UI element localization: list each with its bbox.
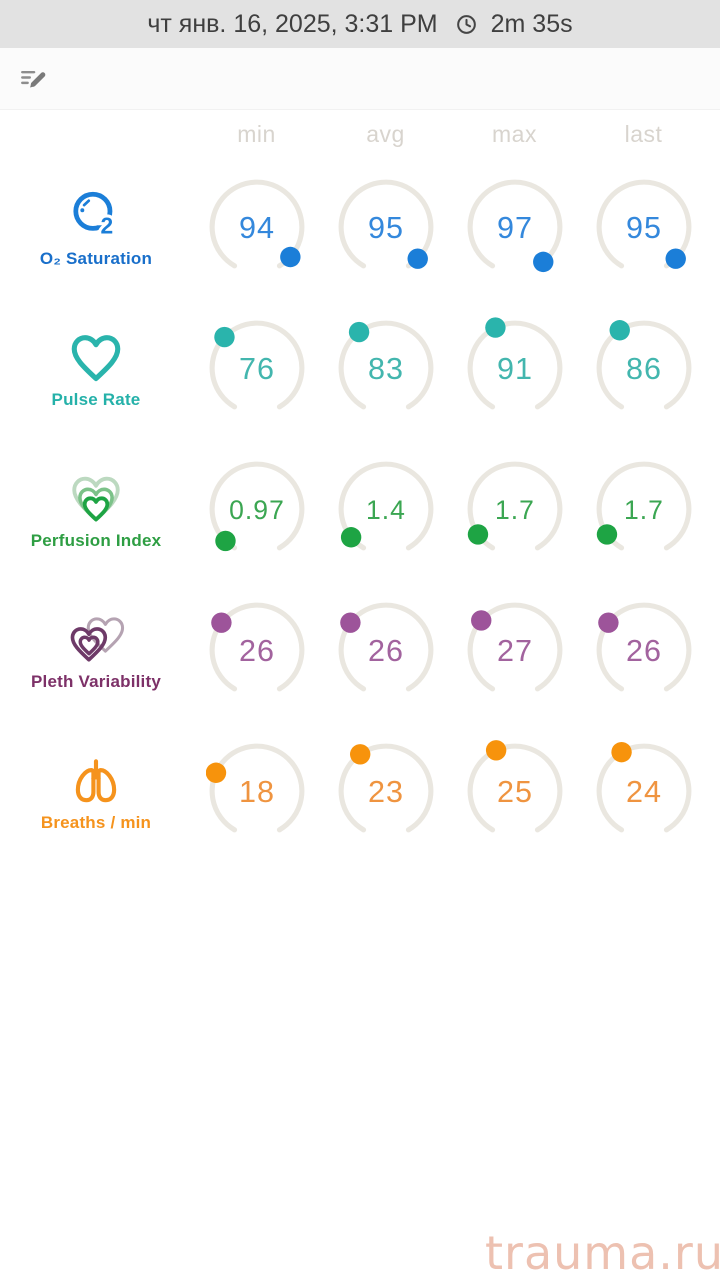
toolbar: [0, 48, 720, 110]
gauge-o2-saturation-max: 97: [450, 156, 579, 297]
svg-text:91: 91: [496, 352, 532, 386]
svg-text:27: 27: [496, 634, 532, 668]
clock-icon: [455, 13, 478, 36]
svg-text:97: 97: [496, 211, 532, 245]
metric-perfusion-index: Perfusion Index: [0, 466, 192, 551]
gauge-pleth-variability-max: 27: [450, 579, 579, 720]
svg-text:1.7: 1.7: [495, 495, 535, 525]
gauge-perfusion-index-max: 1.7: [450, 438, 579, 579]
svg-text:26: 26: [625, 634, 661, 668]
svg-text:18: 18: [238, 775, 274, 809]
svg-text:26: 26: [238, 634, 274, 668]
metric-row-perfusion-index: Perfusion Index 0.97 1.4 1.7 1.7: [0, 438, 720, 579]
gauge-perfusion-index-min: 0.97: [192, 438, 321, 579]
status-bar: чт янв. 16, 2025, 3:31 PM 2m 35s: [0, 0, 720, 48]
metric-row-pleth-variability: Pleth Variability 26 26 27 26: [0, 579, 720, 720]
gauge-o2-saturation-last: 95: [579, 156, 708, 297]
metric-pleth-variability: Pleth Variability: [0, 607, 192, 692]
gauge-pulse-rate-max: 91: [450, 297, 579, 438]
overlapping-hearts-icon: [67, 611, 125, 669]
column-header-avg: avg: [366, 120, 405, 147]
metric-row-pulse-rate: Pulse Rate 76 83 91 86: [0, 297, 720, 438]
metric-o2-saturation: 2 O₂ Saturation: [0, 184, 192, 269]
svg-text:24: 24: [625, 775, 661, 809]
o2-bubble-icon: 2: [67, 188, 125, 246]
gauge-pleth-variability-avg: 26: [321, 579, 450, 720]
svg-text:95: 95: [367, 211, 403, 245]
session-datetime: чт янв. 16, 2025, 3:31 PM: [147, 9, 438, 38]
svg-text:0.97: 0.97: [229, 495, 285, 525]
metric-label: Pleth Variability: [30, 672, 161, 691]
column-header-last: last: [624, 120, 663, 147]
gauge-o2-saturation-avg: 95: [321, 156, 450, 297]
svg-text:1.4: 1.4: [366, 495, 406, 525]
gauge-breaths-per-min-min: 18: [192, 720, 321, 861]
metric-breaths-per-min: Breaths / min: [0, 748, 192, 833]
svg-text:23: 23: [367, 775, 403, 809]
svg-text:76: 76: [238, 352, 274, 386]
svg-text:25: 25: [496, 775, 532, 809]
edit-note-button[interactable]: [16, 62, 50, 96]
svg-text:1.7: 1.7: [624, 495, 664, 525]
gauge-pulse-rate-last: 86: [579, 297, 708, 438]
gauge-perfusion-index-avg: 1.4: [321, 438, 450, 579]
edit-note-icon: [18, 62, 48, 95]
gauge-perfusion-index-last: 1.7: [579, 438, 708, 579]
heart-icon: [67, 329, 125, 387]
gauge-breaths-per-min-avg: 23: [321, 720, 450, 861]
gauge-pleth-variability-last: 26: [579, 579, 708, 720]
svg-text:26: 26: [367, 634, 403, 668]
gauge-breaths-per-min-max: 25: [450, 720, 579, 861]
column-header-row: min avg max last: [0, 112, 720, 156]
metric-label: Breaths / min: [40, 813, 152, 832]
metrics-grid: min avg max last 2 O₂ Saturation 94 95 9…: [0, 110, 720, 861]
gauge-breaths-per-min-last: 24: [579, 720, 708, 861]
column-header-min: min: [237, 120, 276, 147]
session-duration: 2m 35s: [490, 9, 573, 38]
gauge-pulse-rate-min: 76: [192, 297, 321, 438]
metric-label: Pulse Rate: [51, 390, 141, 409]
svg-text:2: 2: [101, 213, 114, 239]
lungs-icon: [67, 752, 125, 810]
nested-hearts-icon: [67, 470, 125, 528]
gauge-o2-saturation-min: 94: [192, 156, 321, 297]
svg-text:94: 94: [238, 211, 274, 245]
svg-text:86: 86: [625, 352, 661, 386]
svg-text:95: 95: [625, 211, 661, 245]
metric-row-breaths-per-min: Breaths / min 18 23 25 24: [0, 720, 720, 861]
svg-text:83: 83: [367, 352, 403, 386]
gauge-pleth-variability-min: 26: [192, 579, 321, 720]
metric-label: O₂ Saturation: [39, 249, 153, 268]
watermark: trauma.ru: [485, 1226, 720, 1280]
metric-label: Perfusion Index: [30, 531, 162, 550]
metric-row-o2-saturation: 2 O₂ Saturation 94 95 97 95: [0, 156, 720, 297]
gauge-pulse-rate-avg: 83: [321, 297, 450, 438]
metric-pulse-rate: Pulse Rate: [0, 325, 192, 410]
column-header-max: max: [492, 120, 537, 147]
